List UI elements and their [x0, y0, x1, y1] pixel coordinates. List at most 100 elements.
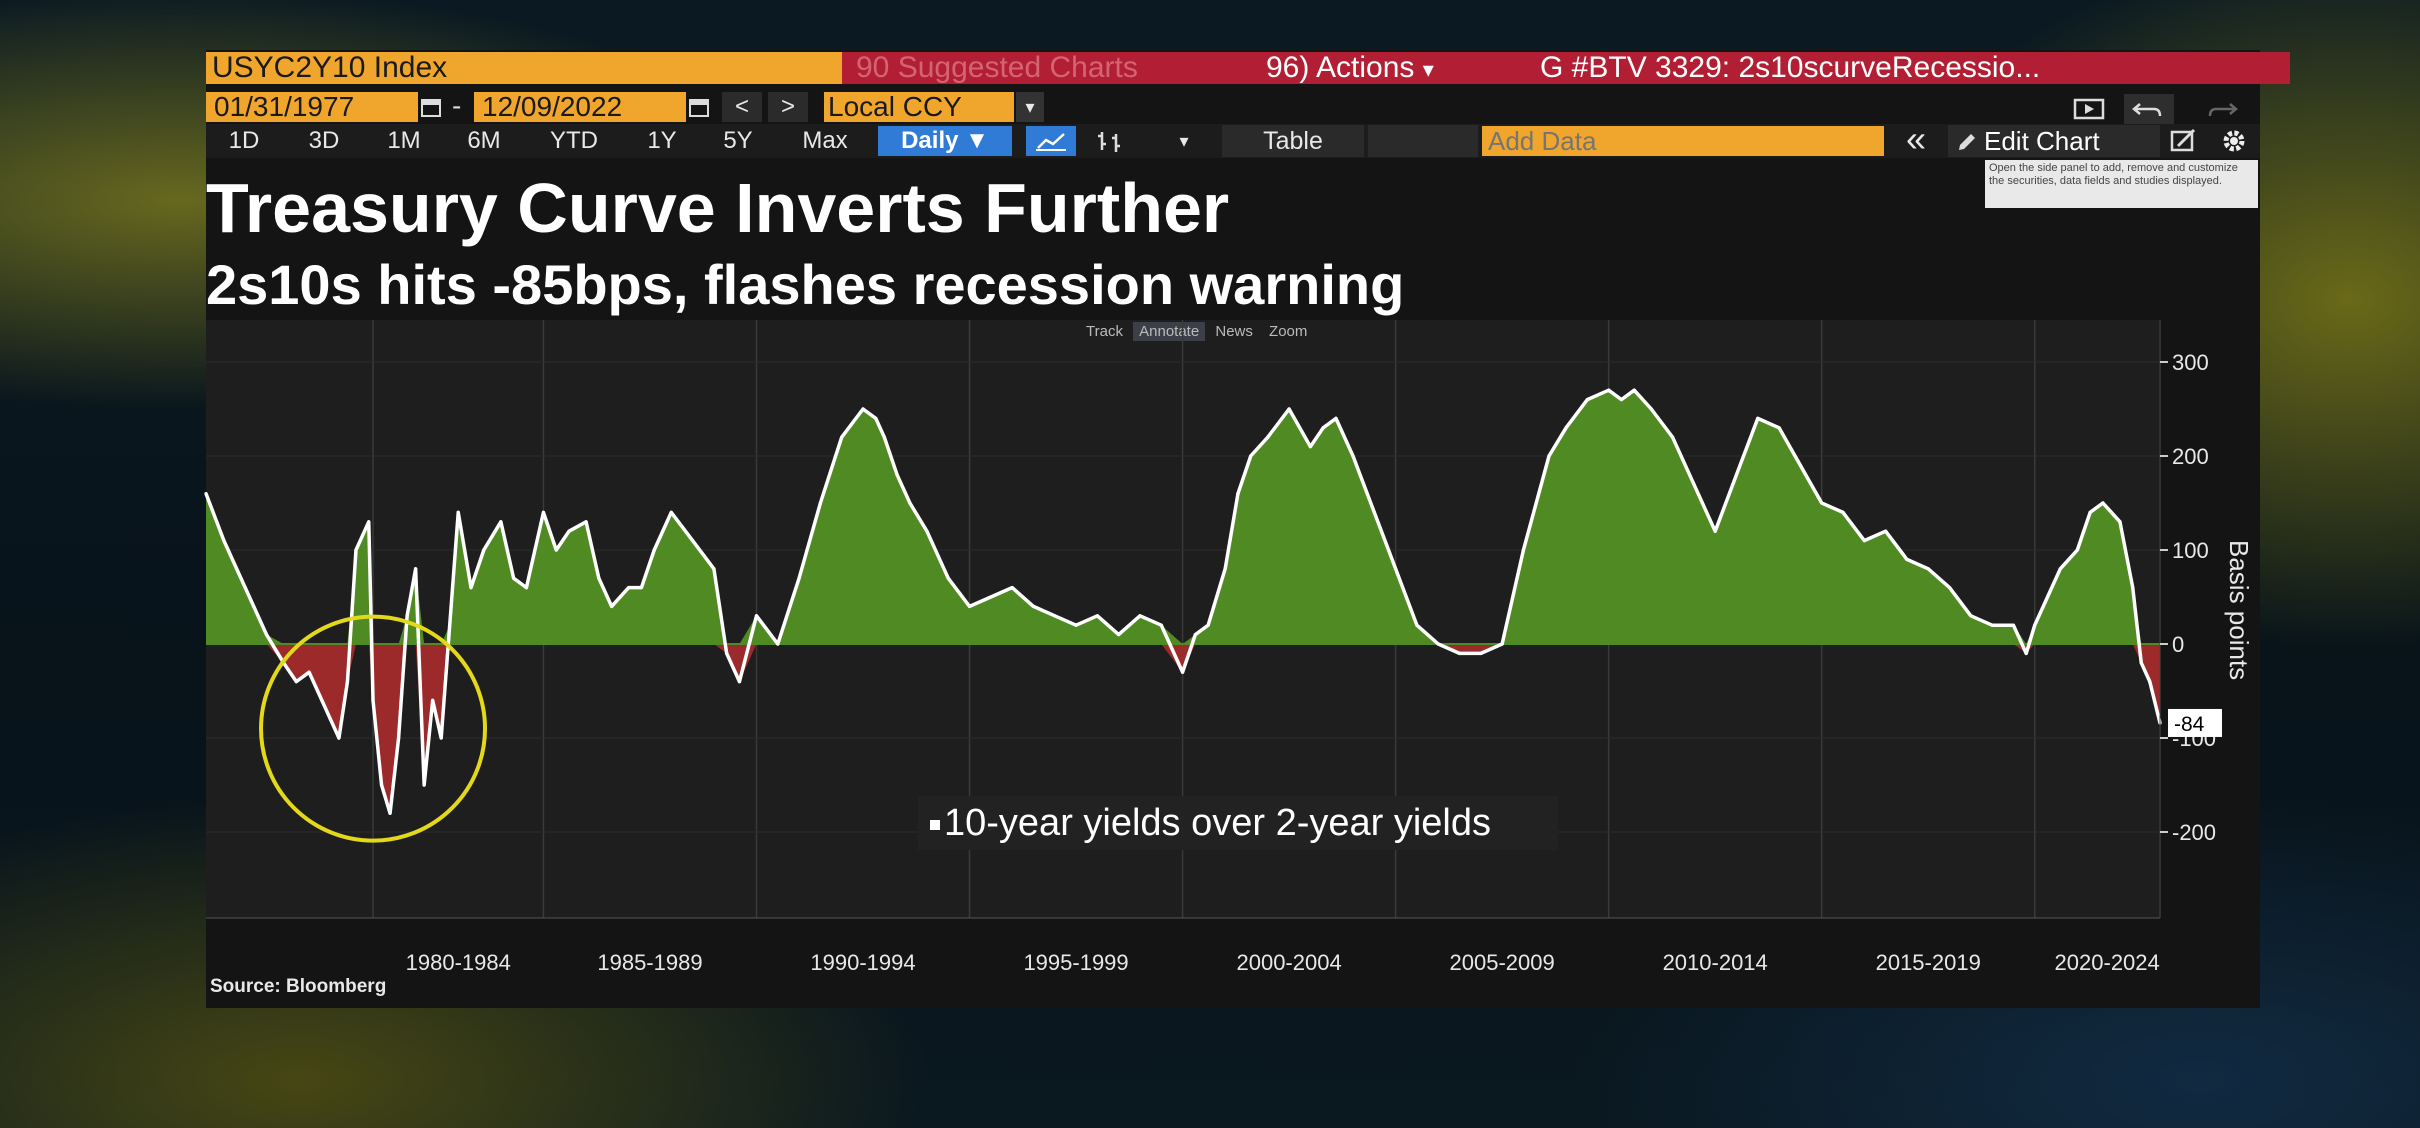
- data-point: [512, 576, 516, 580]
- range-max-button[interactable]: Max: [802, 127, 848, 154]
- end-date-input[interactable]: 12/09/2022: [474, 92, 686, 122]
- data-point: [439, 736, 443, 740]
- undo-icon[interactable]: [2124, 94, 2174, 124]
- y-tick-label: 200: [2172, 444, 2209, 469]
- data-point: [1074, 623, 1078, 627]
- range-3d-button[interactable]: 3D: [308, 127, 340, 154]
- data-point: [1308, 445, 1312, 449]
- edit-chart-button[interactable]: Edit Chart: [1948, 125, 2160, 157]
- actions-menu[interactable]: 96) Actions ▾: [1254, 52, 1506, 84]
- data-point: [1632, 388, 1636, 392]
- data-point: [2148, 680, 2152, 684]
- data-point: [1394, 567, 1398, 571]
- suggested-charts-button[interactable]: 90 Suggested Charts: [842, 52, 1262, 84]
- data-point: [1180, 670, 1185, 674]
- data-point: [1585, 398, 1589, 402]
- line-chart-icon[interactable]: [1026, 126, 1076, 156]
- data-point: [584, 520, 588, 524]
- series-line: [204, 388, 2162, 815]
- presentation-icon[interactable]: [2072, 96, 2106, 122]
- y-tick-label: 0: [2172, 632, 2184, 657]
- x-tick-label: 2000-2004: [1236, 950, 1341, 975]
- data-point: [396, 736, 401, 740]
- data-point: [379, 783, 384, 787]
- data-point: [1692, 482, 1696, 486]
- chevron-down-icon[interactable]: ▾: [1016, 92, 1044, 122]
- chart-subtitle: 2s10s hits -85bps, flashes recession war…: [206, 253, 1405, 316]
- data-point: [1649, 407, 1653, 411]
- redo-icon[interactable]: [2196, 94, 2246, 124]
- plot-tool-annotate[interactable]: Annotate: [1133, 322, 1206, 341]
- data-point: [1713, 529, 1717, 533]
- data-point: [1670, 435, 1675, 439]
- data-point: [874, 416, 878, 420]
- chevron-down-icon[interactable]: ▾: [1179, 131, 1189, 151]
- prev-period-button[interactable]: <: [722, 92, 762, 122]
- data-point: [840, 435, 844, 439]
- data-point: [354, 548, 358, 552]
- data-point: [1010, 586, 1014, 590]
- legend: 10-year yields over 2-year yields: [918, 796, 1558, 850]
- data-point: [818, 501, 823, 505]
- highlight-circle: [259, 614, 488, 843]
- data-point: [1236, 492, 1240, 496]
- collapse-panel-icon[interactable]: «: [1905, 118, 1927, 159]
- chart-title-field[interactable]: G #BTV 3329: 2s10scurveRecessio...: [1506, 52, 2290, 84]
- x-tick-label: 2020-2024: [2055, 950, 2160, 975]
- data-point: [1969, 614, 1973, 618]
- data-point: [1607, 388, 1611, 392]
- data-point: [797, 576, 801, 580]
- y-axis-label: Basis points: [2224, 540, 2254, 680]
- data-point: [2118, 520, 2122, 524]
- y-tick-label: 100: [2172, 538, 2209, 563]
- data-point: [652, 548, 656, 552]
- edit-icon[interactable]: [2164, 126, 2204, 156]
- data-point: [1287, 407, 1291, 411]
- data-point: [448, 623, 452, 627]
- table-button[interactable]: Table: [1222, 125, 1364, 157]
- y-tick-label: -200: [2172, 820, 2216, 845]
- data-point: [946, 576, 950, 580]
- data-point: [222, 539, 226, 543]
- edit-chart-label: Edit Chart: [1984, 126, 2100, 156]
- range-1y-button[interactable]: 1Y: [647, 127, 677, 154]
- data-point: [690, 539, 695, 543]
- calendar-icon[interactable]: [688, 94, 710, 118]
- start-date-input[interactable]: 01/31/1977: [206, 92, 418, 122]
- currency-select[interactable]: Local CCY: [824, 92, 1014, 122]
- data-point: [1547, 454, 1551, 458]
- data-point: [1415, 623, 1419, 627]
- data-point: [610, 604, 614, 609]
- data-point: [1351, 454, 1355, 458]
- plot-tool-news[interactable]: News: [1215, 323, 1253, 340]
- data-point: [371, 698, 375, 703]
- data-point: [669, 510, 673, 514]
- data-point: [469, 586, 473, 590]
- range-1d-button[interactable]: 1D: [228, 127, 260, 154]
- plot-tool-zoom[interactable]: Zoom: [1269, 323, 1308, 340]
- side-panel-tooltip: Open the side panel to add, remove and c…: [1985, 160, 2258, 208]
- data-point: [1884, 529, 1888, 533]
- data-point: [1436, 642, 1440, 646]
- calendar-icon[interactable]: [420, 94, 442, 118]
- next-period-button[interactable]: >: [768, 92, 808, 122]
- gear-icon[interactable]: [2214, 124, 2254, 158]
- data-point: [1798, 463, 1802, 467]
- bar-chart-icon[interactable]: [1090, 126, 1130, 156]
- frequency-select[interactable]: Daily ▼: [878, 126, 1012, 156]
- x-tick-label: 2015-2019: [1876, 950, 1981, 975]
- add-data-input[interactable]: [1482, 126, 1884, 156]
- x-tick-label: 1985-1989: [597, 950, 702, 975]
- range-6m-button[interactable]: 6M: [467, 127, 501, 154]
- positive-area: [206, 390, 2160, 644]
- range-ytd-button[interactable]: YTD: [550, 127, 598, 154]
- last-value-label: -84: [2174, 713, 2205, 736]
- data-point: [499, 520, 503, 524]
- data-point: [2131, 586, 2135, 590]
- data-point: [754, 614, 759, 618]
- plot-tool-track[interactable]: Track: [1086, 323, 1123, 340]
- data-point: [1619, 398, 1624, 402]
- range-5y-button[interactable]: 5Y: [723, 127, 753, 154]
- ticker-field[interactable]: USYC2Y10 Index: [206, 52, 844, 84]
- range-1m-button[interactable]: 1M: [387, 127, 421, 154]
